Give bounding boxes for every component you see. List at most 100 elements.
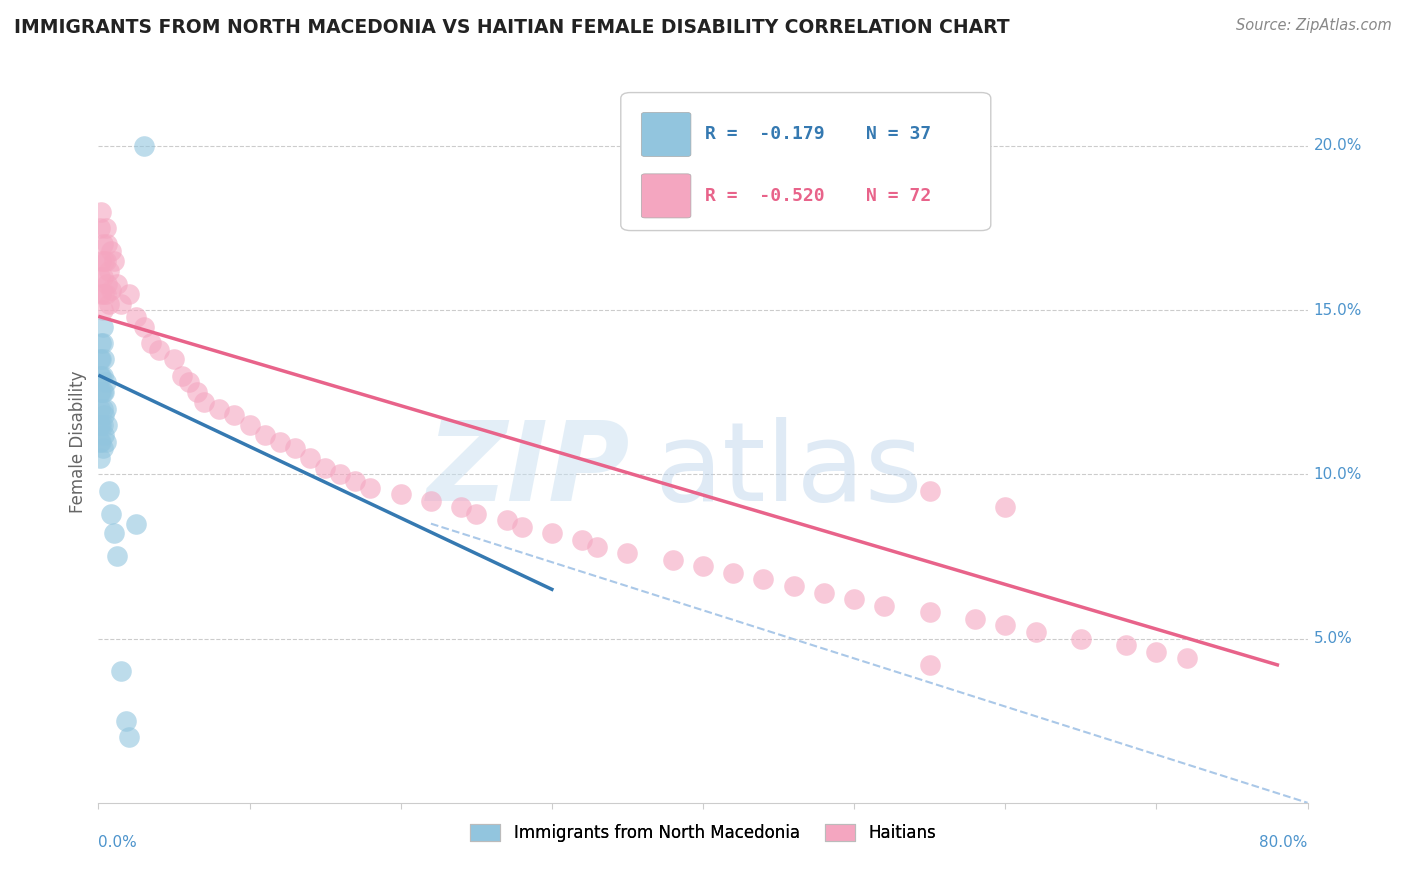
Text: 80.0%: 80.0%: [1260, 835, 1308, 850]
Point: [253, 428, 276, 442]
Point: [344, 474, 367, 488]
Point: [91, 319, 114, 334]
Point: [91, 441, 114, 455]
Point: [96, 237, 118, 252]
Point: [94, 286, 117, 301]
Point: [91, 368, 114, 383]
Point: [918, 605, 941, 619]
Point: [89, 352, 111, 367]
Point: [114, 714, 136, 728]
Point: [100, 244, 122, 258]
Point: [163, 352, 186, 367]
Point: [96, 277, 118, 291]
Point: [540, 526, 562, 541]
Point: [208, 401, 231, 416]
Point: [100, 284, 122, 298]
Point: [93, 409, 115, 423]
Point: [91, 385, 114, 400]
Point: [752, 573, 775, 587]
Point: [965, 612, 987, 626]
Point: [1175, 651, 1198, 665]
Point: [89, 434, 111, 449]
Point: [105, 549, 128, 564]
Point: [89, 401, 111, 416]
Point: [103, 253, 125, 268]
Point: [91, 237, 114, 252]
Point: [89, 270, 111, 285]
Point: [299, 450, 322, 465]
Point: [91, 270, 114, 285]
Point: [193, 395, 215, 409]
Point: [94, 434, 117, 449]
Point: [510, 520, 533, 534]
Point: [90, 418, 112, 433]
Point: [125, 516, 148, 531]
Point: [89, 418, 111, 433]
Text: 5.0%: 5.0%: [1313, 632, 1353, 646]
Point: [844, 592, 866, 607]
Point: [1115, 638, 1137, 652]
Point: [91, 336, 114, 351]
Text: ZIP: ZIP: [427, 417, 630, 524]
Point: [98, 264, 121, 278]
Point: [93, 253, 115, 268]
Point: [450, 500, 472, 515]
Point: [91, 418, 114, 433]
Text: Source: ZipAtlas.com: Source: ZipAtlas.com: [1236, 18, 1392, 33]
Point: [98, 296, 121, 310]
Text: 0.0%: 0.0%: [98, 835, 138, 850]
Point: [186, 385, 208, 400]
Point: [616, 546, 638, 560]
Text: IMMIGRANTS FROM NORTH MACEDONIA VS HAITIAN FEMALE DISABILITY CORRELATION CHART: IMMIGRANTS FROM NORTH MACEDONIA VS HAITI…: [14, 18, 1010, 37]
FancyBboxPatch shape: [641, 112, 690, 156]
Point: [465, 507, 488, 521]
Point: [783, 579, 806, 593]
Point: [269, 434, 291, 449]
Point: [1144, 645, 1167, 659]
Point: [90, 253, 112, 268]
Point: [94, 401, 117, 416]
Point: [118, 730, 141, 744]
Point: [94, 221, 117, 235]
Point: [93, 352, 115, 367]
Point: [1070, 632, 1092, 646]
FancyBboxPatch shape: [641, 174, 690, 218]
Point: [360, 481, 382, 495]
Text: 20.0%: 20.0%: [1313, 138, 1362, 153]
Point: [132, 319, 155, 334]
Point: [314, 460, 336, 475]
Point: [118, 286, 141, 301]
Point: [96, 418, 118, 433]
Point: [224, 409, 246, 423]
Point: [90, 368, 112, 383]
Point: [90, 352, 112, 367]
Point: [105, 277, 128, 291]
Point: [420, 493, 443, 508]
Text: N = 37: N = 37: [866, 126, 932, 144]
Point: [571, 533, 593, 547]
Point: [110, 296, 132, 310]
Point: [148, 343, 170, 357]
Point: [100, 507, 122, 521]
Point: [692, 559, 714, 574]
Point: [873, 599, 896, 613]
Legend: Immigrants from North Macedonia, Haitians: Immigrants from North Macedonia, Haitian…: [464, 817, 942, 848]
Point: [495, 513, 517, 527]
FancyBboxPatch shape: [621, 93, 991, 230]
Point: [179, 376, 201, 390]
Point: [389, 487, 412, 501]
Text: R =  -0.520: R = -0.520: [706, 187, 825, 205]
Point: [813, 585, 835, 599]
Point: [661, 553, 683, 567]
Point: [284, 441, 307, 455]
Point: [1024, 625, 1046, 640]
Text: N = 72: N = 72: [866, 187, 932, 205]
Point: [90, 286, 112, 301]
Point: [94, 376, 117, 390]
Point: [918, 657, 941, 672]
Point: [93, 428, 115, 442]
Y-axis label: Female Disability: Female Disability: [69, 370, 87, 513]
Text: R =  -0.179: R = -0.179: [706, 126, 825, 144]
Point: [110, 665, 132, 679]
Text: 15.0%: 15.0%: [1313, 302, 1362, 318]
